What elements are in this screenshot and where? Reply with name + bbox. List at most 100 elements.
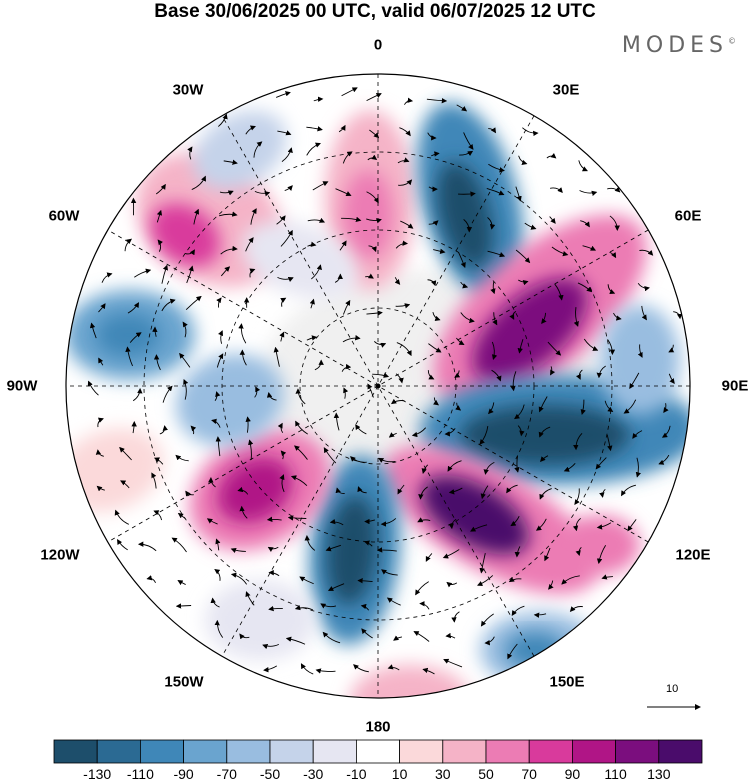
wind-vector: [366, 93, 382, 102]
wind-vector: [322, 631, 341, 644]
wind-vector: [583, 338, 599, 351]
wind-vector: [433, 248, 446, 254]
wind-vector: [294, 445, 308, 460]
wind-vector: [89, 322, 97, 339]
wind-vector: [492, 312, 498, 326]
wind-vector: [134, 268, 152, 278]
wind-vector: [444, 428, 456, 437]
wind-vector: [456, 337, 465, 345]
wind-vector: [338, 124, 346, 133]
wind-vector: [456, 104, 468, 112]
wind-vector: [182, 321, 188, 338]
wind-vector: [419, 601, 430, 610]
colorbar-swatch: [658, 739, 703, 764]
wind-vector: [238, 323, 247, 344]
wind-vector: [245, 237, 254, 252]
wind-vector: [339, 240, 347, 251]
wind-vector: [87, 380, 99, 396]
wind-vector: [262, 643, 280, 650]
wind-vector: [280, 229, 293, 247]
wind-vector: [515, 186, 522, 202]
wind-vector: [607, 339, 616, 356]
wind-vector: [428, 186, 438, 192]
wind-vector: [146, 575, 156, 583]
wind-vector: [428, 220, 439, 226]
wind-vector: [415, 581, 429, 596]
wind-vector: [184, 249, 195, 256]
wind-vector: [280, 297, 287, 307]
wind-vector: [156, 209, 163, 223]
wind-vector: [218, 211, 238, 217]
wind-vector: [425, 553, 433, 562]
wind-vector: [132, 387, 143, 402]
lon-label-60w: 60W: [48, 207, 80, 225]
colorbar-tick-label: 30: [435, 766, 451, 782]
wind-vector: [551, 246, 569, 257]
wind-vector: [155, 183, 166, 195]
map-boundary: [65, 73, 691, 699]
wind-vector: [327, 583, 345, 591]
wind-vector: [477, 575, 494, 586]
map-title: Base 30/06/2025 00 UTC, valid 06/07/2025…: [154, 1, 596, 22]
wind-vector: [245, 125, 256, 135]
wind-vector: [390, 398, 405, 405]
wind-vector: [210, 597, 220, 608]
wind-vector: [284, 185, 293, 191]
wind-vector: [635, 457, 641, 478]
colorbar-swatch: [183, 739, 228, 764]
wind-vector: [214, 568, 221, 581]
anomaly-blob: [242, 221, 358, 299]
wind-vector: [397, 157, 410, 164]
wind-vector: [479, 553, 486, 574]
wind-vector: [306, 142, 321, 156]
wind-vector: [510, 371, 517, 392]
wind-vector: [554, 283, 564, 301]
wind-vector: [458, 191, 476, 197]
wind-vector: [387, 664, 400, 671]
colorbar-tick-label: 110: [604, 766, 627, 782]
wind-vector: [533, 612, 547, 618]
wind-vector: [335, 487, 345, 495]
wind-vector: [432, 312, 441, 321]
colorbar-tick-label: -10: [346, 766, 367, 782]
wind-vector: [309, 298, 315, 309]
wind-vector: [307, 241, 317, 247]
wind-vector: [563, 463, 576, 472]
wind-vector: [518, 279, 529, 286]
wind-vector: [216, 353, 224, 368]
wind-vector: [253, 141, 263, 158]
wind-vector: [307, 217, 326, 223]
lon-label-150e: 150E: [549, 673, 585, 691]
wind-vector: [451, 611, 460, 623]
wind-vector: [249, 268, 256, 278]
wind-vector: [506, 484, 518, 494]
wind-vector: [460, 281, 469, 289]
wind-vector: [629, 372, 640, 390]
wind-vector: [300, 663, 314, 675]
wind-vector: [151, 472, 157, 489]
colorbar-swatch: [312, 739, 357, 764]
wind-vector: [480, 485, 489, 500]
wind-vector: [367, 383, 374, 398]
colorbar-tick-label: -110: [126, 766, 154, 782]
colorbar-tick-label: -70: [216, 766, 237, 782]
colorbar-swatch: [139, 739, 184, 764]
wind-vector: [658, 454, 670, 465]
wind-vector: [239, 633, 250, 640]
vector-reference-label: 10: [666, 683, 679, 695]
wind-vector: [137, 541, 157, 552]
wind-vector: [376, 547, 397, 553]
lon-label-90w: 90W: [6, 377, 38, 395]
wind-vector: [431, 151, 440, 157]
wind-vector: [421, 464, 429, 474]
anomaly-blob: [149, 203, 221, 267]
wind-vector: [573, 432, 583, 451]
wind-vector: [418, 486, 428, 500]
wind-vector: [417, 517, 431, 523]
anomaly-blob: [176, 353, 284, 447]
lon-label-150w: 150W: [164, 673, 204, 691]
wind-vector: [360, 603, 370, 611]
wind-vector: [596, 365, 606, 379]
wind-vector: [514, 546, 521, 558]
wind-vector: [637, 344, 643, 358]
